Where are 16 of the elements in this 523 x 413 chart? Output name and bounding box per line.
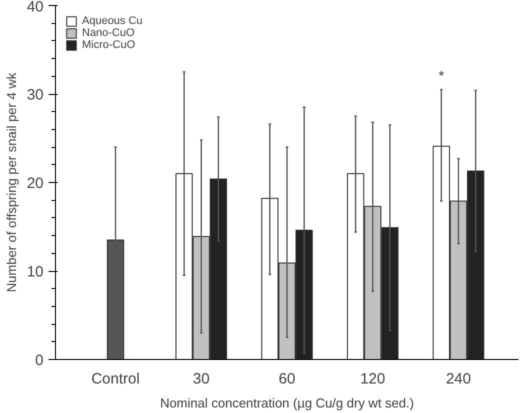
annotation: * — [438, 68, 445, 84]
legend-label: Nano-CuO — [82, 27, 135, 39]
x-tick-label: 60 — [278, 370, 296, 388]
legend-label: Micro-CuO — [82, 39, 136, 51]
y-tick-label: 10 — [26, 264, 44, 280]
y-tick-label: 0 — [35, 352, 44, 369]
y-tick-label: 40 — [26, 0, 44, 16]
x-tick-label: 120 — [360, 370, 386, 388]
y-tick-label: 30 — [26, 86, 44, 104]
x-tick-label: 30 — [192, 370, 210, 388]
y-tick-label: 20 — [26, 175, 44, 192]
x-tick-label: 240 — [446, 370, 471, 388]
x-tick-label: Control — [91, 370, 140, 388]
legend-label: Aqueous Cu — [82, 15, 143, 27]
y-axis-title: Number of offspring per snail per 4 wk — [4, 72, 19, 292]
x-axis-title: Nominal concentration (µg Cu/g dry wt sed.) — [160, 396, 414, 410]
